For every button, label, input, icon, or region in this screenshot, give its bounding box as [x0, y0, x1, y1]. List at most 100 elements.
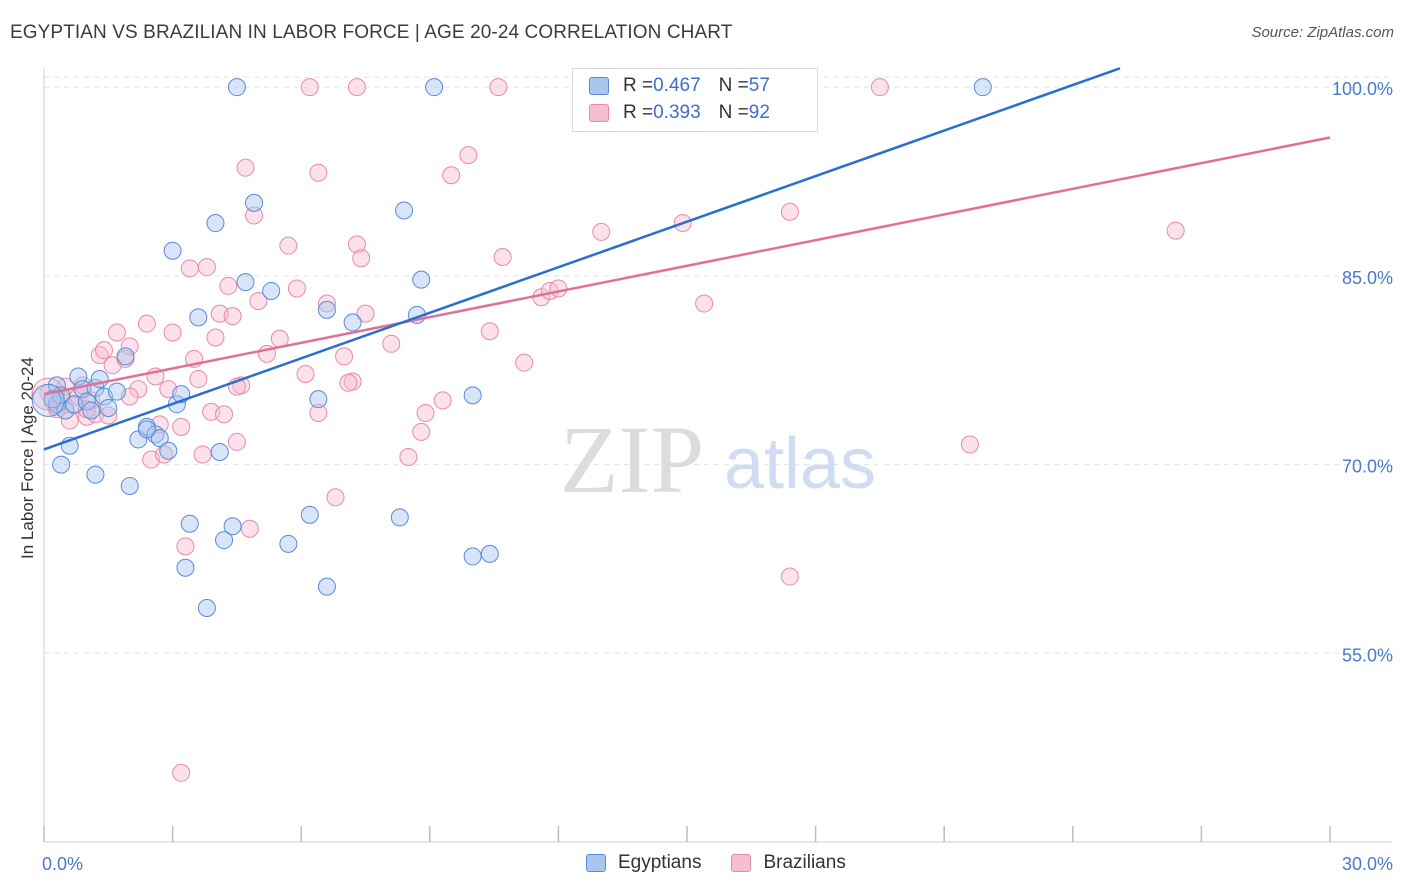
egyptians-swatch [586, 854, 606, 872]
axes [43, 68, 1392, 843]
brazilian-r-label: R = [623, 102, 654, 123]
brazilian-point [309, 163, 328, 182]
egyptian-point [236, 273, 255, 292]
brazilian-point [296, 365, 315, 383]
legend-item-brazilians[interactable]: Brazilians [731, 852, 846, 874]
egyptian-point [412, 270, 431, 289]
egyptian-point [463, 547, 482, 566]
chart-source: Source: ZipAtlas.com [1251, 24, 1394, 41]
watermark-zip: ZIP [560, 406, 704, 513]
egyptian-point [227, 78, 246, 97]
brazilian-point [309, 404, 328, 422]
legend-item-egyptians[interactable]: Egyptians [586, 852, 701, 874]
trend-lines [43, 67, 1331, 451]
y-tick-label: 70.0% [1342, 457, 1393, 477]
brazilian-point [442, 166, 461, 185]
egyptian-point [973, 78, 992, 97]
egyptian-n-label: N = [718, 75, 749, 96]
egyptian-point [223, 517, 242, 536]
brazilian-point [493, 248, 512, 266]
brazilian-point [347, 235, 366, 254]
egyptian-point [206, 214, 225, 233]
legend-label-brazilians: Brazilians [763, 852, 846, 873]
brazilian-point [236, 158, 255, 177]
brazilian-point [189, 370, 208, 389]
egyptian-point [480, 544, 499, 563]
egyptian-point [159, 441, 178, 460]
egyptian-point [82, 401, 101, 420]
egyptian-point [210, 443, 229, 461]
egyptian-r-label: R = [623, 75, 654, 96]
legend-label-egyptians: Egyptians [618, 852, 702, 873]
brazilian-point [515, 353, 534, 372]
egyptian-point [317, 577, 336, 596]
egyptian-point [463, 386, 482, 405]
brazilian-point [300, 78, 319, 97]
brazilian-point [399, 448, 418, 467]
brazilian-n-label: N = [718, 102, 749, 123]
tick-labels: 55.0% 70.0% 85.0% 100.0% 0.0% 30.0% [42, 79, 1393, 874]
y-tick-label: 85.0% [1342, 268, 1393, 288]
brazilian-point [695, 294, 714, 313]
brazilian-point [335, 347, 354, 366]
brazilian-point [172, 763, 191, 782]
watermark-atlas: atlas [724, 424, 876, 504]
egyptian-point [189, 308, 208, 327]
brazilian-point [489, 78, 508, 97]
brazilian-point [163, 323, 182, 342]
brazilian-point [287, 279, 306, 298]
brazilian-point [780, 567, 799, 586]
brazilian-point [227, 432, 246, 451]
brazilians-swatch [731, 854, 752, 872]
egyptian-point [262, 281, 281, 300]
egyptian-point [163, 241, 182, 260]
brazilian-point [176, 537, 195, 556]
brazilian-point [95, 341, 114, 360]
chart-title: EGYPTIAN VS BRAZILIAN IN LABOR FORCE | A… [10, 22, 733, 43]
brazilian-point [193, 445, 212, 464]
egyptian-point [390, 508, 409, 527]
brazilian-point [317, 294, 336, 313]
brazilian-point [352, 249, 371, 268]
brazilian-point [219, 276, 238, 295]
egyptian-point [137, 420, 156, 439]
legend-row-brazilian: R = 0.393 N = 92 [589, 101, 770, 125]
stats-legend: R = 0.467 N = 57 R = 0.393 N = 92 [572, 68, 818, 132]
legend-row-egyptian: R = 0.467 N = 57 [589, 74, 770, 98]
brazilian-point [197, 258, 216, 277]
brazilian-point [326, 488, 345, 507]
egyptian-point [215, 531, 234, 550]
egyptian-point [77, 392, 96, 411]
egyptian-point [99, 398, 118, 417]
brazilian-point [347, 78, 366, 97]
brazilian-point [245, 206, 264, 225]
egyptian-trend-line [43, 67, 1121, 451]
egyptian-point [150, 429, 169, 448]
brazilian-point [549, 279, 568, 298]
brazilian-n-value: 92 [748, 102, 770, 123]
watermark: ZIP atlas [560, 406, 876, 513]
egyptian-point [86, 465, 105, 484]
egyptian-point [31, 383, 65, 417]
y-tick-label: 55.0% [1342, 645, 1393, 665]
egyptian-point [43, 390, 62, 409]
brazilian-point [1166, 221, 1185, 240]
brazilian-point [339, 373, 358, 392]
brazilian-point [223, 307, 242, 326]
x-tick-label: 30.0% [1342, 854, 1393, 874]
brazilian-point [249, 292, 268, 311]
brazilian-trend-line [43, 136, 1331, 396]
brazilian-point [137, 314, 156, 333]
egyptian-point [395, 201, 414, 220]
brazilian-point [416, 404, 435, 422]
brazilian-point [780, 202, 799, 221]
brazilian-point [99, 406, 118, 425]
egyptian-point [317, 300, 336, 319]
brazilian-point [412, 422, 431, 441]
egyptian-point [197, 599, 216, 617]
egyptian-point [343, 313, 362, 332]
brazilian-point [240, 519, 259, 538]
brazilian-point [870, 78, 889, 97]
brazilian-point [120, 337, 139, 356]
